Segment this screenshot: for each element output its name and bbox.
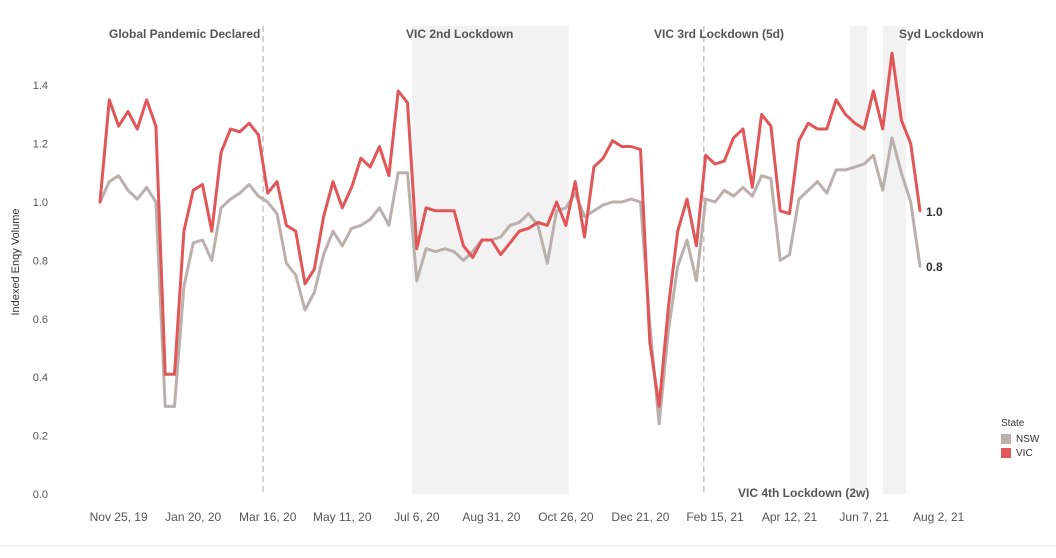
x-tick-label: Apr 12, 21 <box>762 510 818 524</box>
series-line-vic <box>98 51 922 408</box>
y-tick-label: 1.2 <box>33 139 48 151</box>
legend-title: State <box>1001 418 1025 429</box>
series-lines <box>98 51 922 426</box>
x-tick-label: May 11, 20 <box>313 510 372 524</box>
x-tick-label: Nov 25, 19 <box>90 510 148 524</box>
legend-swatch-nsw <box>1001 434 1011 444</box>
end-label-vic: 1.0 <box>926 205 943 219</box>
y-axis-label: Indexed Enqy Volume <box>10 208 22 315</box>
x-tick-label: Dec 21, 20 <box>611 510 669 524</box>
x-tick-label: Aug 2, 21 <box>913 510 965 524</box>
band-syd <box>882 26 907 494</box>
legend: State NSW VIC <box>1001 418 1039 460</box>
x-tick-label: Aug 31, 20 <box>462 510 520 524</box>
y-tick-label: 0.2 <box>33 431 48 443</box>
annotation-vic4: VIC 4th Lockdown (2w) <box>738 486 869 500</box>
y-tick-label: 0.8 <box>33 255 48 267</box>
end-label-nsw: 0.8 <box>926 260 943 274</box>
y-tick-label: 0.0 <box>33 489 48 501</box>
annotation-syd: Syd Lockdown <box>899 27 984 41</box>
y-axis-ticks: 0.0 0.2 0.4 0.6 0.8 1.0 1.2 1.4 <box>33 80 48 501</box>
x-tick-label: Mar 16, 20 <box>239 510 297 524</box>
end-labels: 0.8 1.0 <box>926 205 943 274</box>
y-tick-label: 1.4 <box>33 80 48 92</box>
annotation-pandemic: Global Pandemic Declared <box>109 27 260 41</box>
x-tick-label: Jan 20, 20 <box>165 510 221 524</box>
legend-swatch-vic <box>1001 448 1011 458</box>
x-axis-ticks: Nov 25, 19 Jan 20, 20 Mar 16, 20 May 11, 20… <box>90 510 965 524</box>
annotation-labels: Global Pandemic Declared VIC 2nd Lockdown… <box>109 27 984 500</box>
band-vic2 <box>412 26 569 494</box>
annotation-vic3: VIC 3rd Lockdown (5d) <box>654 27 784 41</box>
legend-item-vic[interactable]: VIC <box>1001 446 1039 460</box>
band-vic4 <box>850 26 867 494</box>
y-tick-label: 0.6 <box>33 314 48 326</box>
x-tick-label: Oct 26, 20 <box>538 510 594 524</box>
legend-label-vic: VIC <box>1016 447 1033 459</box>
y-tick-label: 1.0 <box>33 197 48 209</box>
annotation-vic2: VIC 2nd Lockdown <box>406 27 513 41</box>
lockdown-bands <box>412 26 907 494</box>
y-tick-label: 0.4 <box>33 372 48 384</box>
x-tick-label: Jul 6, 20 <box>394 510 440 524</box>
x-tick-label: Jun 7, 21 <box>839 510 889 524</box>
x-tick-label: Feb 15, 21 <box>686 510 744 524</box>
legend-item-nsw[interactable]: NSW <box>1001 432 1039 446</box>
series-line-nsw <box>98 136 922 426</box>
legend-label-nsw: NSW <box>1016 433 1040 445</box>
reference-lines <box>262 26 705 494</box>
